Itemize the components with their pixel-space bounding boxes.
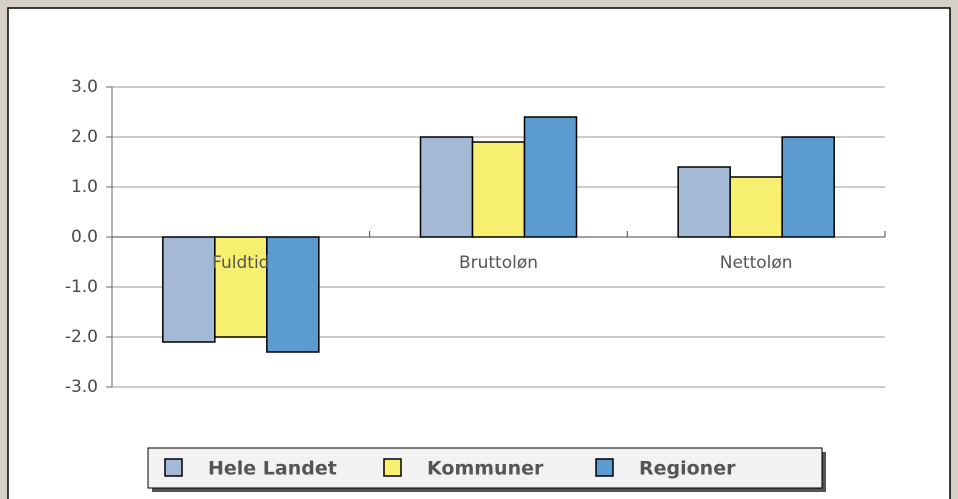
legend-swatch (384, 459, 401, 476)
y-tick-label: -3.0 (65, 377, 98, 397)
legend-label: Hele Landet (208, 458, 337, 480)
y-tick-label: -1.0 (65, 277, 98, 297)
bar (678, 167, 730, 237)
bar (215, 237, 267, 337)
y-tick-label: 0.0 (71, 227, 98, 247)
y-tick-label: -2.0 (65, 327, 98, 347)
y-tick-label: 1.0 (71, 177, 98, 197)
x-tick-label: Nettoløn (720, 253, 793, 273)
x-tick-label: Bruttoløn (459, 253, 538, 273)
legend-label: Regioner (639, 458, 736, 480)
legend-swatch (596, 459, 613, 476)
bar (782, 137, 834, 237)
bar (421, 137, 473, 237)
bar (473, 142, 525, 237)
chart: 3.0 2.0 1.0 0.0 -1.0 -2.0 -3.0 Fuldtid Bruttoløn… (0, 0, 958, 499)
bar (525, 117, 577, 237)
y-tick-label: 3.0 (71, 77, 98, 97)
bar (163, 237, 215, 342)
bar (730, 177, 782, 237)
legend-label: Kommuner (427, 458, 544, 480)
x-tick-label: Fuldtid (212, 253, 269, 273)
legend-swatch (165, 459, 182, 476)
y-tick-label: 2.0 (71, 127, 98, 147)
bar (267, 237, 319, 352)
